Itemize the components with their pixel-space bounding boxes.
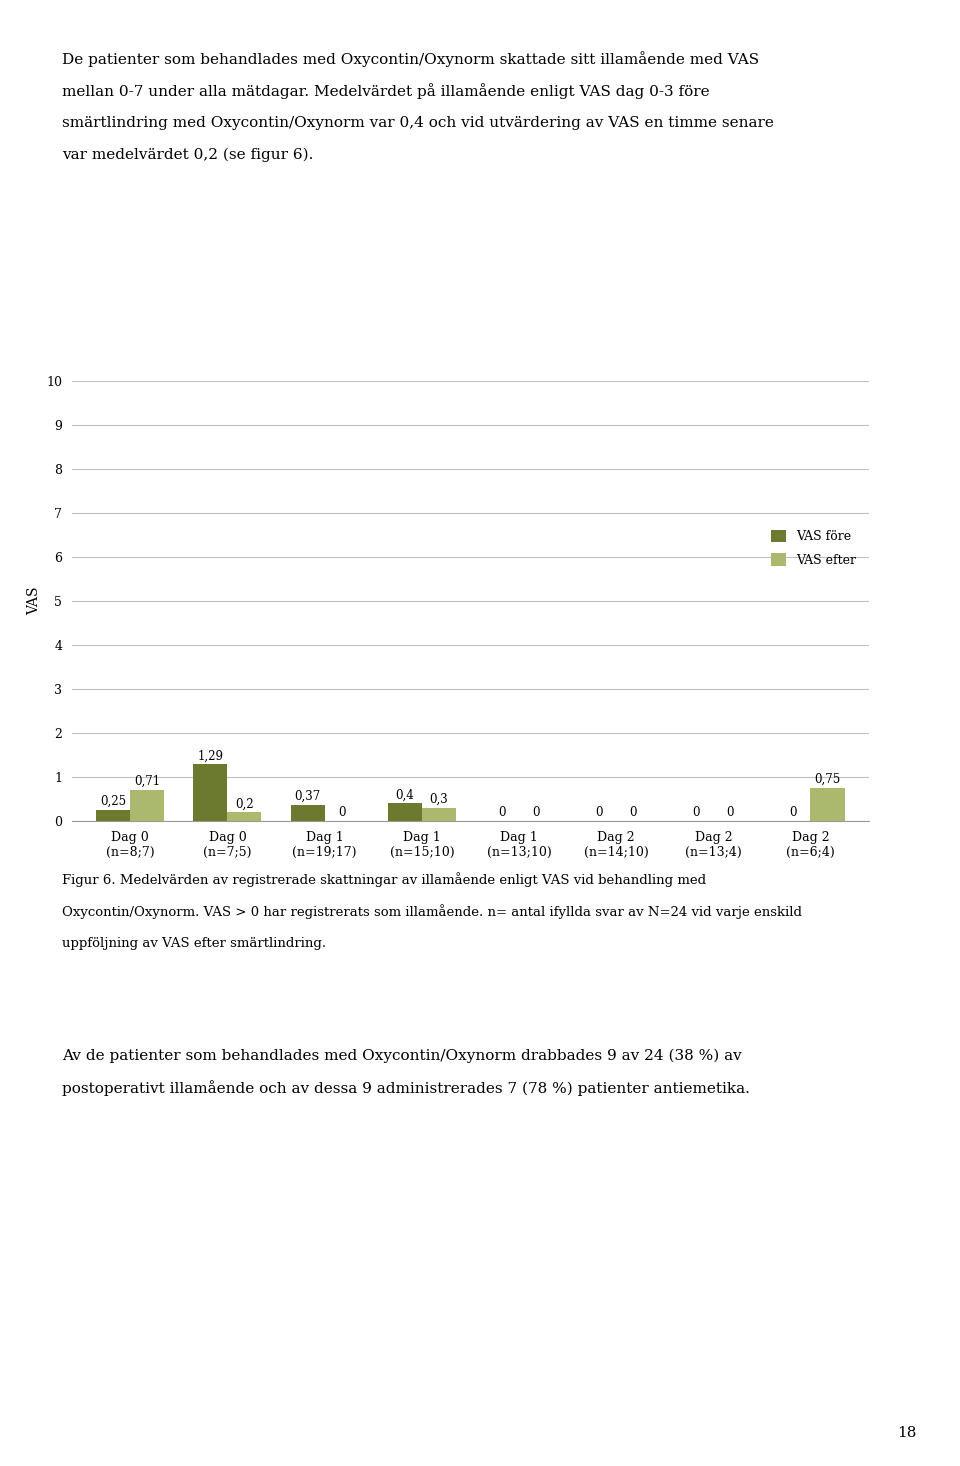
Text: 0: 0 — [727, 806, 734, 819]
Text: 0: 0 — [595, 806, 603, 819]
Text: uppföljning av VAS efter smärtlindring.: uppföljning av VAS efter smärtlindring. — [62, 937, 326, 950]
Text: 0,25: 0,25 — [100, 795, 127, 808]
Bar — [810, 789, 845, 821]
Bar — [96, 809, 131, 821]
Text: var medelvärdet 0,2 (se figur 6).: var medelvärdet 0,2 (se figur 6). — [62, 148, 314, 163]
Text: De patienter som behandlades med Oxycontin/Oxynorm skattade sitt illamående med : De patienter som behandlades med Oxycont… — [62, 51, 759, 67]
Text: postoperativt illamående och av dessa 9 administrerades 7 (78 %) patienter antie: postoperativt illamående och av dessa 9 … — [62, 1080, 751, 1097]
Text: smärtlindring med Oxycontin/Oxynorm var 0,4 och vid utvärdering av VAS en timme : smärtlindring med Oxycontin/Oxynorm var … — [62, 116, 775, 130]
Text: 0: 0 — [498, 806, 506, 819]
Bar — [194, 764, 228, 821]
Bar — [291, 805, 324, 821]
Text: 0: 0 — [790, 806, 797, 819]
Text: 18: 18 — [898, 1425, 917, 1440]
Bar — [388, 803, 421, 821]
Text: 0,4: 0,4 — [396, 789, 414, 802]
Text: Oxycontin/Oxynorm. VAS > 0 har registrerats som illamående. n= antal ifyllda sva: Oxycontin/Oxynorm. VAS > 0 har registrer… — [62, 905, 803, 919]
Text: 1,29: 1,29 — [198, 749, 224, 762]
Text: 0: 0 — [532, 806, 540, 819]
Text: 0,3: 0,3 — [429, 793, 448, 806]
Bar — [131, 790, 164, 821]
Text: Figur 6. Medelvärden av registrerade skattningar av illamående enligt VAS vid be: Figur 6. Medelvärden av registrerade ska… — [62, 872, 707, 887]
Bar — [421, 808, 456, 821]
Legend: VAS före, VAS efter: VAS före, VAS efter — [765, 523, 862, 573]
Text: 0,2: 0,2 — [235, 798, 253, 811]
Y-axis label: VAS: VAS — [27, 586, 40, 616]
Text: 0: 0 — [630, 806, 636, 819]
Text: 0: 0 — [338, 806, 346, 819]
Text: Av de patienter som behandlades med Oxycontin/Oxynorm drabbades 9 av 24 (38 %) a: Av de patienter som behandlades med Oxyc… — [62, 1048, 742, 1063]
Text: 0,71: 0,71 — [134, 776, 160, 789]
Text: 0,75: 0,75 — [814, 773, 841, 786]
Text: 0,37: 0,37 — [295, 790, 321, 803]
Text: 0: 0 — [692, 806, 700, 819]
Text: mellan 0-7 under alla mätdagar. Medelvärdet på illamående enligt VAS dag 0-3 för: mellan 0-7 under alla mätdagar. Medelvär… — [62, 84, 710, 100]
Bar — [228, 812, 261, 821]
